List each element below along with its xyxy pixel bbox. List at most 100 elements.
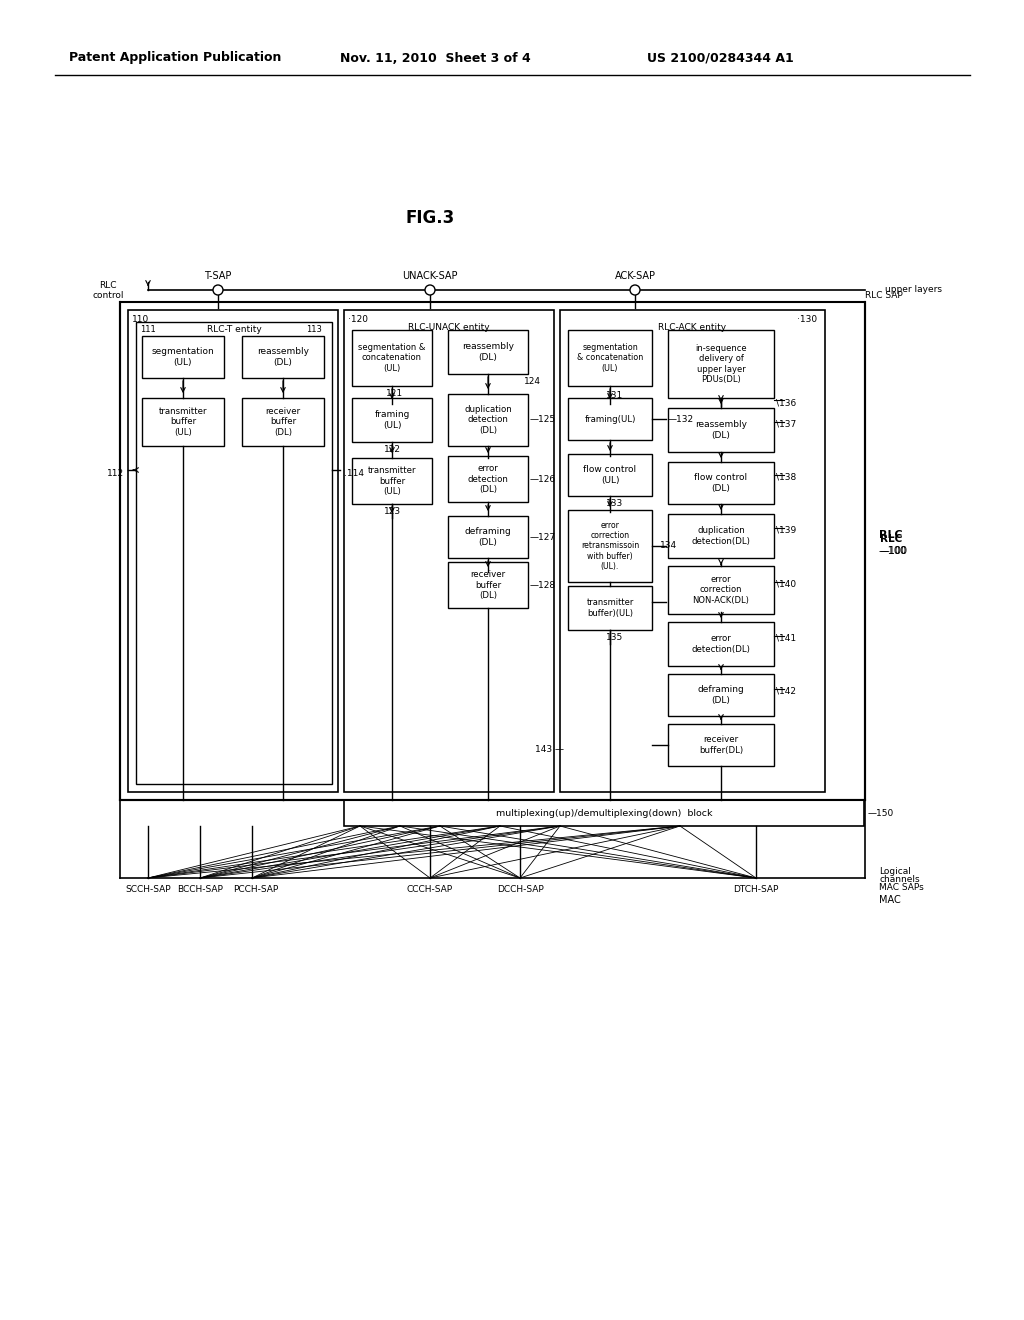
Text: multiplexing(up)/demultiplexing(down)  block: multiplexing(up)/demultiplexing(down) bl… [496,808,713,817]
Text: \141: \141 [776,634,796,643]
Text: \139: \139 [776,525,797,535]
Text: segmentation
& concatenation
(UL): segmentation & concatenation (UL) [577,343,643,372]
Text: 133: 133 [606,499,624,508]
Text: 124: 124 [524,378,541,387]
Text: Patent Application Publication: Patent Application Publication [69,51,282,65]
Text: Logical: Logical [879,867,911,876]
Text: 112: 112 [106,470,124,479]
Bar [449,562,528,609]
Text: transmitter
buffer
(UL): transmitter buffer (UL) [368,466,416,496]
Text: ·120: ·120 [348,314,368,323]
Text: flow control
(DL): flow control (DL) [694,474,748,492]
Bar [560,310,825,792]
Text: —150: —150 [868,808,894,817]
Text: —126: —126 [530,474,556,483]
Bar [568,510,652,582]
Text: 135: 135 [606,634,624,643]
Circle shape [630,285,640,294]
Text: PCCH-SAP: PCCH-SAP [233,886,279,895]
Text: upper layers: upper layers [885,285,942,294]
Bar [668,723,774,766]
Text: deframing
(DL): deframing (DL) [465,527,511,546]
Text: Nov. 11, 2010  Sheet 3 of 4: Nov. 11, 2010 Sheet 3 of 4 [340,51,530,65]
Text: control: control [92,290,124,300]
Bar [344,310,554,792]
Text: receiver
buffer(DL): receiver buffer(DL) [699,735,743,755]
Bar [668,408,774,451]
Text: duplication
detection
(DL): duplication detection (DL) [464,405,512,434]
Text: BCCH-SAP: BCCH-SAP [177,886,223,895]
Bar [449,330,528,374]
Text: \140: \140 [776,579,796,589]
Text: \142: \142 [776,686,796,696]
Bar [668,622,774,667]
Text: ·130: ·130 [797,314,817,323]
Text: SCCH-SAP: SCCH-SAP [125,886,171,895]
Text: channels: channels [879,875,920,884]
Text: transmitter
buffer)(UL): transmitter buffer)(UL) [587,598,634,618]
Text: 143 —: 143 — [535,744,564,754]
Bar [668,462,774,504]
Bar [668,566,774,614]
Circle shape [213,285,223,294]
Text: error
correction
retransmissoin
with buffer)
(UL).: error correction retransmissoin with buf… [581,520,639,572]
Bar [668,675,774,715]
Bar [568,399,652,440]
Text: —127: —127 [530,532,556,541]
Bar [568,454,652,496]
Text: 131: 131 [606,391,624,400]
Bar [568,586,652,630]
Text: error
correction
NON-ACK(DL): error correction NON-ACK(DL) [692,576,750,605]
Bar [352,330,432,385]
Text: transmitter
buffer
(UL): transmitter buffer (UL) [159,407,207,437]
Text: reassembly
(DL): reassembly (DL) [462,342,514,362]
Text: RLC: RLC [99,281,117,290]
Text: receiver
buffer
(DL): receiver buffer (DL) [470,570,506,599]
Text: RLC-T entity: RLC-T entity [207,326,261,334]
Text: framing(UL): framing(UL) [585,414,636,424]
Circle shape [425,285,435,294]
Bar [136,322,332,784]
Bar [242,337,324,378]
Text: MAC SAPs: MAC SAPs [879,883,924,892]
Text: MAC: MAC [879,895,901,906]
Text: —100: —100 [880,546,908,556]
Text: —128: —128 [530,581,556,590]
Text: —132: —132 [668,414,694,424]
Bar [449,516,528,558]
Bar [568,330,652,385]
Bar [668,330,774,399]
Bar [120,302,865,800]
Text: 134: 134 [660,541,677,550]
Text: 111: 111 [140,326,156,334]
Bar [352,458,432,504]
Text: segmentation
(UL): segmentation (UL) [152,347,214,367]
Text: 121: 121 [386,389,403,399]
Text: —100: —100 [879,546,907,556]
Text: CCCH-SAP: CCCH-SAP [407,886,453,895]
Text: DTCH-SAP: DTCH-SAP [733,886,778,895]
Text: 113: 113 [306,326,322,334]
Text: FIG.3: FIG.3 [406,209,455,227]
Text: RLC SAP: RLC SAP [865,292,903,301]
Text: UNACK-SAP: UNACK-SAP [402,271,458,281]
Bar [142,337,224,378]
Bar [242,399,324,446]
Bar [128,310,338,792]
Text: flow control
(UL): flow control (UL) [584,465,637,484]
Bar [449,455,528,502]
Text: \137: \137 [776,420,797,429]
Text: reassembly
(DL): reassembly (DL) [695,420,746,440]
Text: \138: \138 [776,473,797,482]
Text: \136: \136 [776,399,797,408]
Text: T-SAP: T-SAP [205,271,231,281]
Text: RLC: RLC [879,531,902,540]
Text: RLC-ACK entity: RLC-ACK entity [658,323,726,333]
Bar [142,399,224,446]
Text: segmentation &
concatenation
(UL): segmentation & concatenation (UL) [358,343,426,372]
Bar [344,800,864,826]
Text: in-sequence
delivery of
upper layer
PDUs(DL): in-sequence delivery of upper layer PDUs… [695,345,746,384]
Text: US 2100/0284344 A1: US 2100/0284344 A1 [646,51,794,65]
Text: reassembly
(DL): reassembly (DL) [257,347,309,367]
Text: DCCH-SAP: DCCH-SAP [497,886,544,895]
